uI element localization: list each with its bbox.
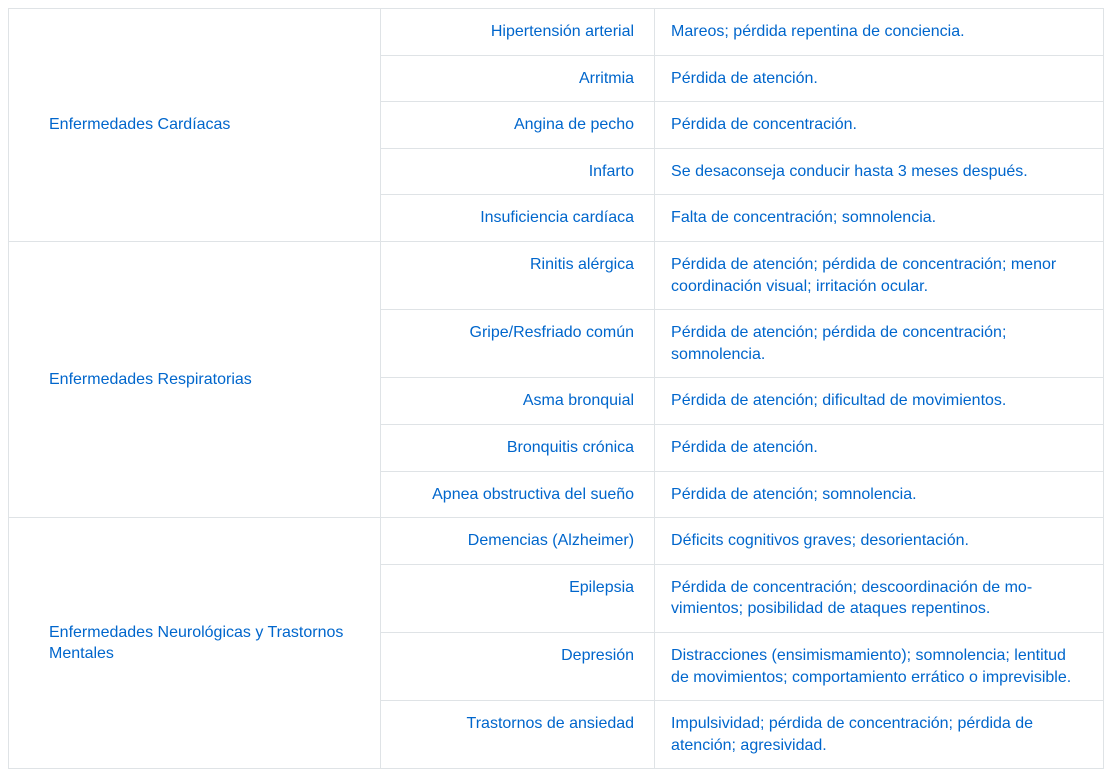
condition-cell: Hipertensión arterial (381, 9, 655, 56)
condition-cell: Infarto (381, 148, 655, 195)
category-cell: Enfermedades Cardíacas (9, 9, 381, 242)
effect-cell: Pérdida de atención; pérdida de concentr… (655, 241, 1104, 309)
condition-cell: Demencias (Alzheimer) (381, 518, 655, 565)
effect-cell: Pérdida de atención; somnolencia. (655, 471, 1104, 518)
condition-cell: Rinitis alérgica (381, 241, 655, 309)
condition-cell: Apnea obstructiva del sueño (381, 471, 655, 518)
effect-cell: Pérdida de concentración. (655, 102, 1104, 149)
condition-cell: Trastornos de ansiedad (381, 701, 655, 769)
condition-cell: Gripe/Resfriado común (381, 310, 655, 378)
effect-cell: Distracciones (ensimismamiento); somnole… (655, 632, 1104, 700)
effect-cell: Pérdida de atención. (655, 424, 1104, 471)
effect-cell: Pérdida de atención. (655, 55, 1104, 102)
condition-cell: Bronquitis crónica (381, 424, 655, 471)
table-row: Enfermedades RespiratoriasRinitis alérgi… (9, 241, 1104, 309)
table-row: Enfermedades CardíacasHipertensión arter… (9, 9, 1104, 56)
effect-cell: Falta de concentración; somnolencia. (655, 195, 1104, 242)
condition-cell: Asma bronquial (381, 378, 655, 425)
condition-cell: Arritmia (381, 55, 655, 102)
effect-cell: Déficits cognitivos graves; desorientaci… (655, 518, 1104, 565)
effect-cell: Pérdida de concentración; descoordinació… (655, 564, 1104, 632)
effect-cell: Mareos; pérdida repentina de conciencia. (655, 9, 1104, 56)
condition-cell: Depresión (381, 632, 655, 700)
category-cell: Enfermedades Neurológicas y Tras­tornos … (9, 518, 381, 769)
category-cell: Enfermedades Respiratorias (9, 241, 381, 517)
table-row: Enfermedades Neurológicas y Tras­tornos … (9, 518, 1104, 565)
effect-cell: Pérdida de atención; pérdida de concentr… (655, 310, 1104, 378)
effect-cell: Se desaconseja conducir hasta 3 meses de… (655, 148, 1104, 195)
condition-cell: Insuficiencia cardíaca (381, 195, 655, 242)
effect-cell: Pérdida de atención; dificultad de movim… (655, 378, 1104, 425)
medical-table: Enfermedades CardíacasHipertensión arter… (8, 8, 1104, 769)
condition-cell: Epilepsia (381, 564, 655, 632)
condition-cell: Angina de pecho (381, 102, 655, 149)
effect-cell: Impulsividad; pérdida de concentración; … (655, 701, 1104, 769)
